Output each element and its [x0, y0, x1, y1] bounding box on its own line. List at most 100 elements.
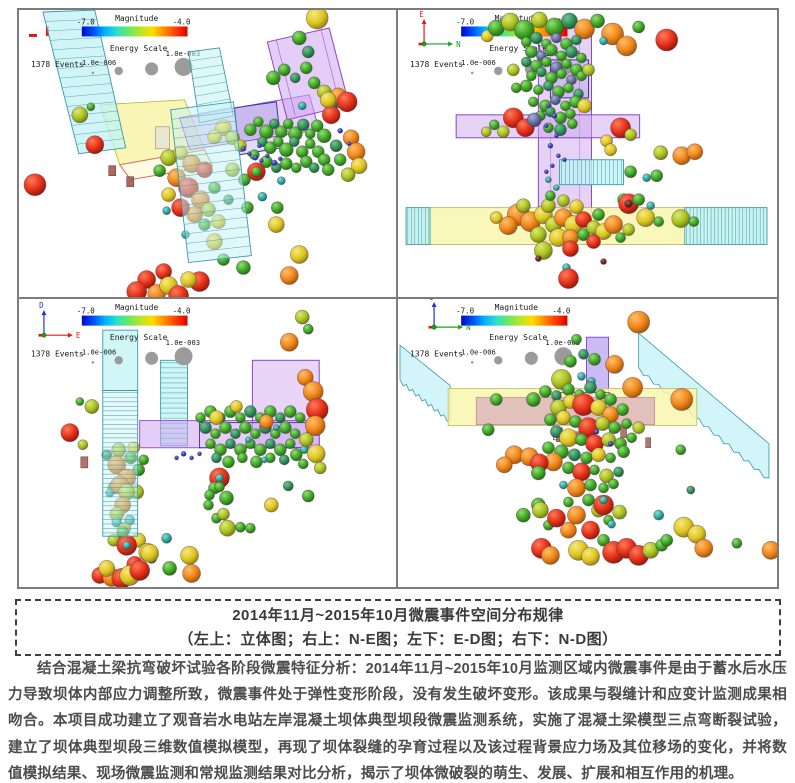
event-sphere	[622, 376, 643, 398]
event-sphere	[653, 145, 669, 161]
event-sphere	[605, 451, 616, 463]
event-sphere	[547, 508, 566, 528]
event-sphere	[257, 191, 268, 202]
event-sphere	[567, 118, 578, 130]
energy-scale-circle	[174, 57, 193, 76]
event-sphere	[567, 478, 586, 497]
event-sphere	[605, 354, 624, 374]
event-sphere	[591, 446, 606, 462]
event-sphere	[98, 559, 116, 577]
event-sphere	[576, 52, 587, 64]
brown-marker	[80, 456, 89, 468]
event-sphere	[199, 420, 212, 434]
event-sphere	[545, 176, 552, 184]
energy-scale-dot	[470, 71, 474, 75]
event-sphere	[321, 163, 335, 177]
event-sphere	[250, 427, 261, 439]
event-sphere	[636, 208, 656, 227]
event-sphere	[247, 151, 252, 157]
event-sphere	[277, 63, 291, 77]
event-sphere	[562, 157, 567, 163]
event-sphere	[556, 68, 567, 80]
event-sphere	[278, 453, 290, 465]
event-sphere	[554, 133, 559, 139]
legend-magnitude-label: Magnitude	[495, 303, 539, 312]
event-sphere	[77, 438, 89, 450]
legend-min-label: -7.0	[456, 306, 475, 315]
event-sphere	[180, 271, 197, 288]
event-sphere	[515, 507, 531, 523]
event-sphere	[694, 538, 714, 558]
event-sphere	[195, 411, 206, 423]
legend-max-label: -4.0	[173, 17, 191, 26]
event-sphere	[593, 428, 600, 435]
event-sphere	[284, 437, 296, 449]
event-sphere	[565, 45, 578, 59]
event-sphere	[215, 473, 224, 482]
event-sphere	[272, 423, 280, 431]
event-sphere	[301, 489, 315, 502]
event-sphere	[626, 431, 637, 443]
event-sphere	[296, 118, 310, 132]
legend-events-count: 1378 Events	[31, 349, 84, 358]
event-sphere	[556, 409, 571, 425]
event-sphere	[561, 12, 578, 30]
event-sphere	[290, 162, 302, 174]
event-sphere	[138, 453, 150, 465]
event-sphere	[203, 499, 214, 510]
event-sphere	[276, 176, 286, 186]
cyan-hatched-column	[102, 389, 139, 537]
event-sphere	[230, 427, 241, 439]
event-sphere	[544, 412, 557, 426]
event-sphere	[577, 371, 586, 381]
axis-origin-tick	[418, 42, 423, 46]
event-sphere	[264, 437, 276, 449]
event-sphere	[524, 45, 538, 59]
event-sphere	[592, 208, 605, 221]
event-sphere	[289, 245, 309, 264]
event-sphere	[568, 447, 581, 461]
event-sphere	[161, 532, 172, 544]
legend-magnitude-label: Magnitude	[115, 14, 158, 23]
caption-subtitle: （左上：立体图；右上：N-E图；左下：E-D图；右下：N-D图）	[178, 631, 618, 648]
event-sphere	[197, 450, 202, 456]
event-sphere	[595, 388, 606, 400]
event-sphere	[308, 162, 320, 174]
event-sphere	[489, 392, 503, 406]
cyan-gallery	[42, 10, 127, 155]
event-sphere	[251, 166, 262, 178]
event-sphere	[632, 420, 646, 434]
event-sphere	[272, 136, 284, 148]
event-sphere	[598, 482, 609, 493]
event-sphere	[670, 387, 694, 411]
event-sphere	[267, 216, 285, 233]
event-sphere	[536, 66, 547, 78]
event-sphere	[214, 481, 225, 492]
energy-scale-dot	[91, 71, 95, 75]
event-sphere	[274, 411, 286, 423]
event-sphere	[597, 533, 610, 547]
event-sphere	[217, 507, 230, 521]
event-sphere	[225, 437, 236, 449]
event-sphere	[244, 123, 257, 137]
event-sphere	[515, 198, 531, 213]
event-sphere	[245, 522, 256, 534]
event-sphere	[653, 509, 665, 521]
event-sphere	[162, 206, 171, 215]
event-sphere	[584, 380, 597, 394]
event-sphere	[265, 70, 281, 86]
event-sphere	[204, 489, 215, 500]
event-sphere	[261, 455, 268, 463]
event-sphere	[257, 143, 262, 149]
legend-max-label: -4.0	[552, 306, 571, 315]
event-sphere	[71, 106, 89, 124]
figure-grid: Magnitude -7.0 -4.0 Energy Scale 1378 Events…	[17, 8, 779, 589]
event-sphere	[304, 138, 316, 150]
event-sphere	[211, 451, 222, 463]
legend-energy-max-label: 1.0e-003	[545, 338, 580, 347]
event-sphere	[578, 348, 589, 360]
event-sphere	[245, 435, 252, 443]
axis-right-label: E	[76, 331, 81, 340]
event-sphere	[299, 155, 313, 169]
event-sphere	[298, 431, 314, 447]
